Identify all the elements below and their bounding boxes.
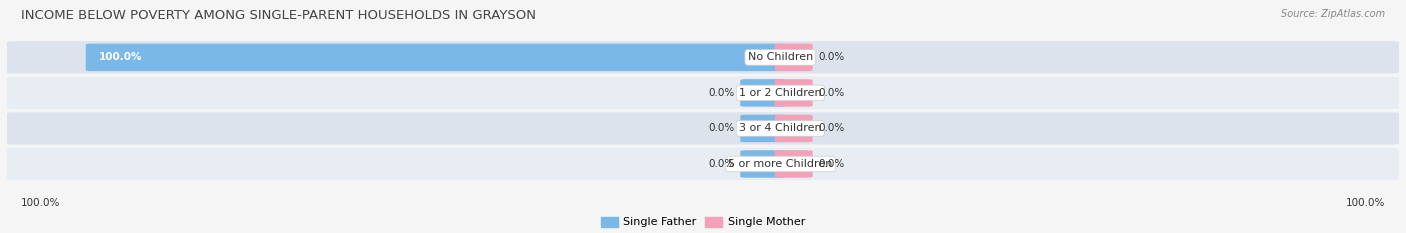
FancyBboxPatch shape [775,79,813,107]
Text: 0.0%: 0.0% [818,88,845,98]
FancyBboxPatch shape [86,44,786,71]
FancyBboxPatch shape [7,77,1399,109]
FancyBboxPatch shape [7,112,1399,144]
Text: 5 or more Children: 5 or more Children [728,159,832,169]
FancyBboxPatch shape [775,44,813,71]
FancyBboxPatch shape [741,115,786,142]
FancyBboxPatch shape [7,148,1399,180]
Text: No Children: No Children [748,52,813,62]
Text: 1 or 2 Children: 1 or 2 Children [740,88,821,98]
Legend: Single Father, Single Mother: Single Father, Single Mother [600,217,806,227]
Text: 0.0%: 0.0% [709,159,735,169]
Text: 0.0%: 0.0% [818,123,845,134]
FancyBboxPatch shape [775,115,813,142]
Text: 0.0%: 0.0% [709,88,735,98]
Text: INCOME BELOW POVERTY AMONG SINGLE-PARENT HOUSEHOLDS IN GRAYSON: INCOME BELOW POVERTY AMONG SINGLE-PARENT… [21,9,536,22]
Text: 0.0%: 0.0% [818,159,845,169]
Text: 0.0%: 0.0% [709,123,735,134]
Text: 100.0%: 100.0% [98,52,142,62]
Text: 0.0%: 0.0% [818,52,845,62]
Text: 3 or 4 Children: 3 or 4 Children [740,123,821,134]
Text: Source: ZipAtlas.com: Source: ZipAtlas.com [1281,9,1385,19]
Text: 100.0%: 100.0% [1346,198,1385,208]
FancyBboxPatch shape [775,150,813,178]
FancyBboxPatch shape [7,41,1399,74]
Text: 100.0%: 100.0% [21,198,60,208]
FancyBboxPatch shape [741,79,786,107]
FancyBboxPatch shape [741,150,786,178]
